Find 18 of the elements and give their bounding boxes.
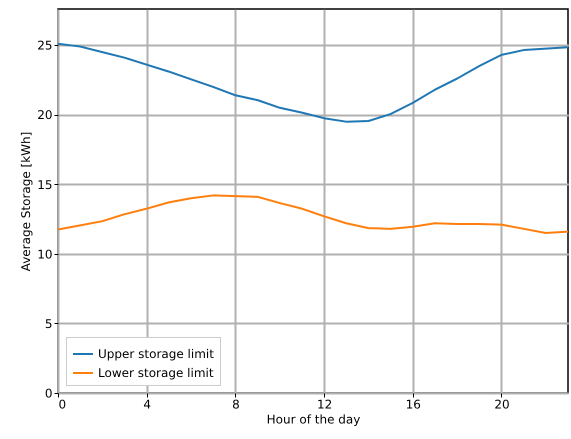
x-tick-label: 12 [316,398,332,412]
y-tick-label: 25 [37,38,52,53]
line-series [57,42,569,123]
line-series [57,194,569,234]
y-axis-title: Average Storage [kWh] [19,132,34,272]
x-tick-label: 8 [232,398,240,412]
x-tick-label: 4 [143,398,152,412]
y-tick-label: 20 [37,108,52,122]
y-tick-label: 0 [44,386,52,400]
legend-label: Lower storage limit [98,366,214,380]
legend-label: Upper storage limit [98,347,214,361]
y-tick-label: 15 [37,178,52,192]
x-tick-label: 16 [406,398,421,412]
x-tick-label: 20 [494,398,510,412]
x-tick-label: 0 [58,398,66,412]
y-tick-label: 10 [37,247,52,262]
x-axis-title: Hour of the day [266,412,360,426]
y-tick-label: 5 [44,316,52,331]
